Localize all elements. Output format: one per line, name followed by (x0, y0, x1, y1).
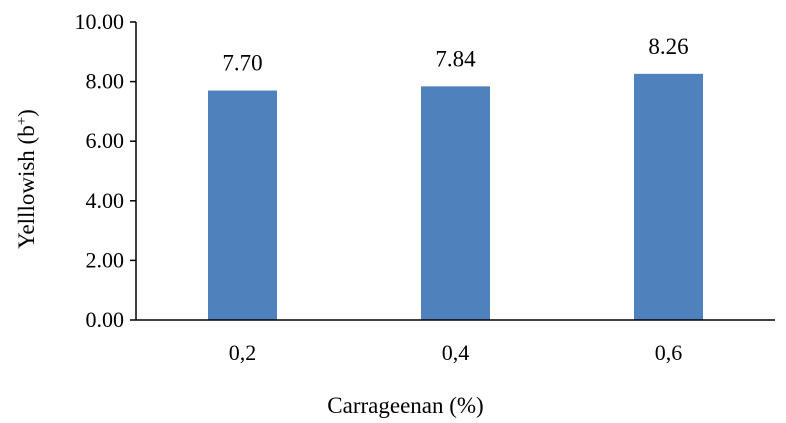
y-axis-title: Yelllowish (b+) (14, 109, 39, 249)
bar-value-label: 7.70 (222, 51, 262, 76)
bar (208, 90, 277, 320)
x-tick-label: 0,4 (442, 340, 470, 365)
y-tick-label: 10.00 (75, 9, 125, 34)
y-axis-title-superscript: + (14, 117, 30, 125)
y-tick-label: 8.00 (86, 69, 125, 94)
y-tick-label: 4.00 (86, 188, 125, 213)
y-tick-label: 2.00 (86, 247, 125, 272)
y-tick-label: 6.00 (86, 128, 125, 153)
bar (421, 86, 490, 320)
bar-value-label: 7.84 (435, 46, 476, 71)
y-tick-label: 0.00 (86, 307, 125, 332)
y-axis-title-base: Yelllowish (b (14, 125, 39, 249)
y-axis-title-end: ) (14, 109, 39, 117)
x-tick-label: 0,6 (655, 340, 683, 365)
data-labels: 7.70 7.84 8.26 (222, 34, 688, 76)
x-axis-title: Carrageenan (%) (327, 393, 483, 418)
x-axis-ticks: 0,2 0,4 0,6 (229, 340, 683, 365)
x-tick-label: 0,2 (229, 340, 257, 365)
y-axis-ticks: 0.00 2.00 4.00 6.00 8.00 10.00 (75, 9, 136, 332)
bar (634, 73, 703, 321)
bars (208, 73, 703, 321)
bar-value-label: 8.26 (648, 34, 688, 59)
